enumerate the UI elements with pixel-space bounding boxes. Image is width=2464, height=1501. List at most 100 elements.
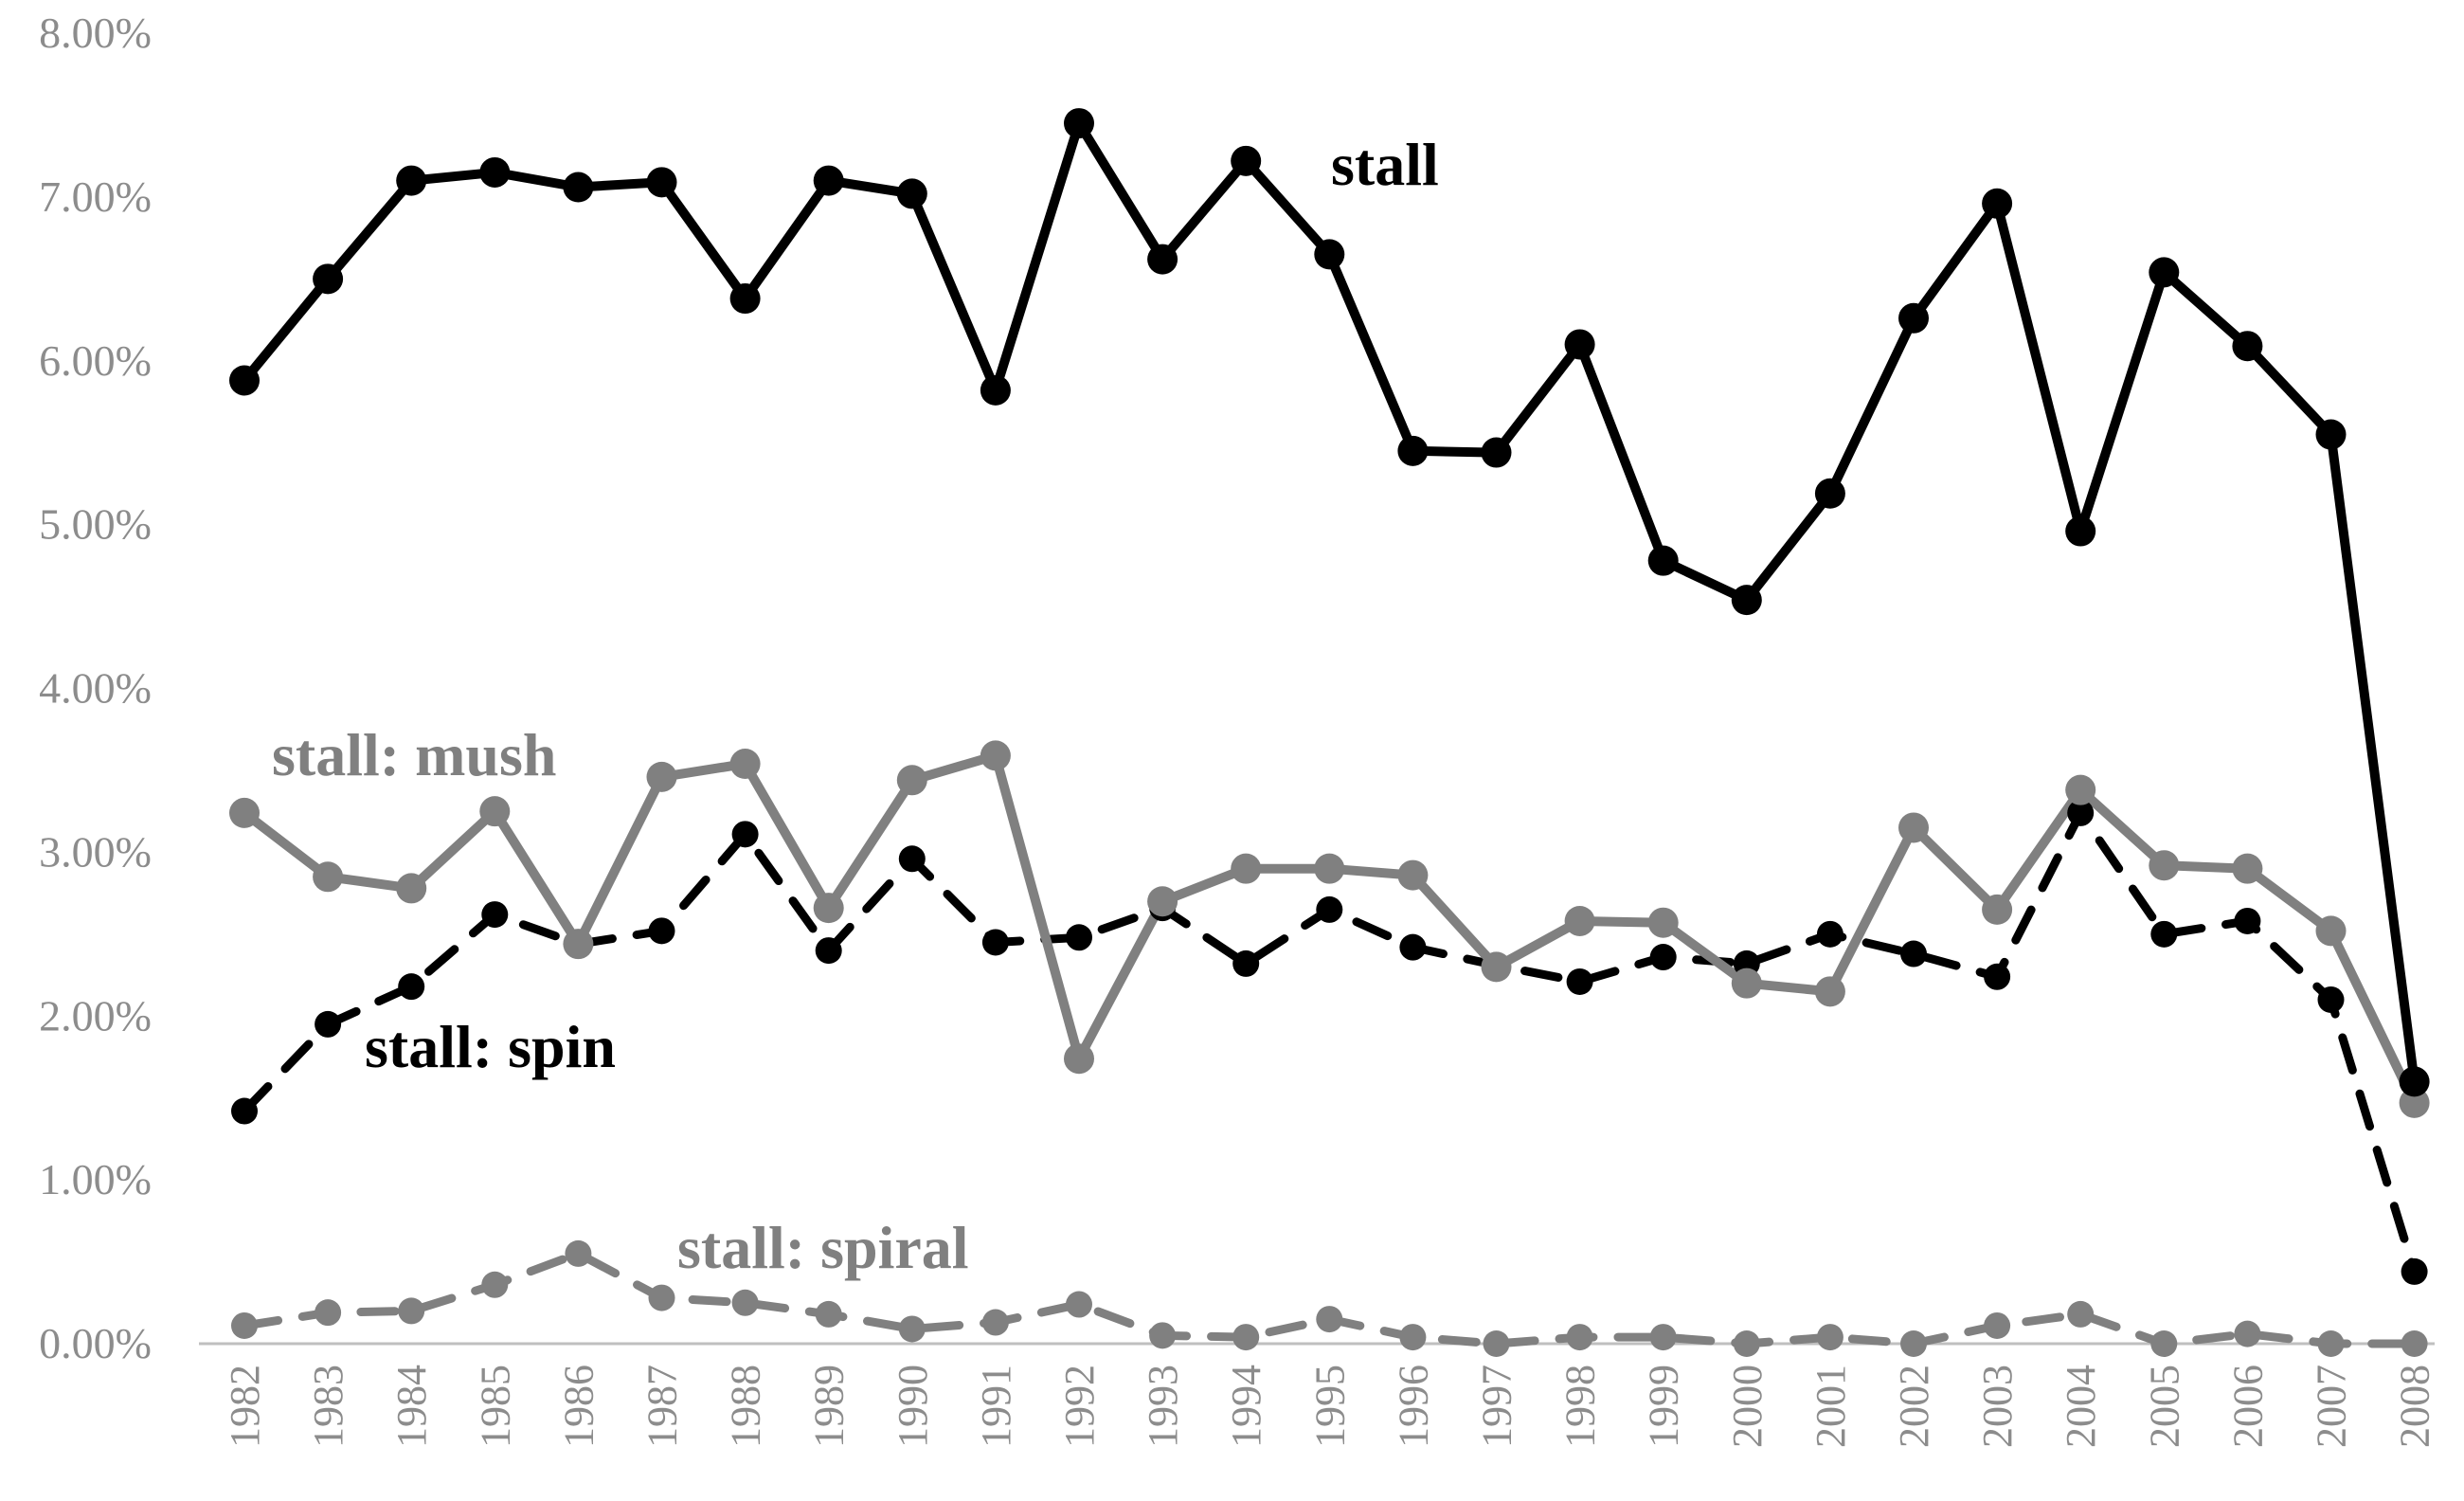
data-point	[2315, 419, 2347, 450]
data-point	[229, 365, 260, 396]
x-tick-label: 1998	[1557, 1365, 1604, 1448]
data-point	[1898, 302, 1929, 334]
data-point	[398, 1297, 425, 1325]
data-point	[898, 1315, 926, 1343]
data-point	[1647, 545, 1679, 576]
data-point	[1066, 924, 1092, 951]
y-tick-label: 8.00%	[39, 9, 152, 57]
data-point	[1982, 188, 2013, 219]
data-point	[2065, 515, 2096, 547]
data-point	[2150, 920, 2178, 948]
data-point	[2401, 1257, 2428, 1285]
series-markers	[229, 108, 2430, 1357]
data-point	[563, 172, 594, 203]
x-tick-label: 1987	[639, 1365, 686, 1448]
x-tick-label: 1993	[1140, 1365, 1186, 1448]
data-point	[729, 749, 761, 780]
data-point	[813, 165, 844, 196]
y-tick-label: 1.00%	[39, 1155, 152, 1203]
x-tick-label: 1983	[305, 1365, 351, 1448]
data-point	[315, 1299, 342, 1327]
data-point	[646, 167, 677, 198]
data-point	[229, 797, 260, 828]
data-point	[2067, 1300, 2095, 1328]
x-tick-label: 2004	[2058, 1365, 2104, 1448]
y-tick-label: 4.00%	[39, 664, 152, 713]
x-tick-label: 1997	[1474, 1365, 1520, 1448]
data-point	[231, 1097, 258, 1125]
data-point	[1399, 933, 1427, 961]
x-tick-label: 2002	[1891, 1365, 1937, 1448]
series-lines	[240, 118, 2419, 1348]
x-tick-label: 1986	[555, 1365, 602, 1448]
data-point	[1064, 108, 1094, 139]
data-point	[981, 1309, 1009, 1336]
data-point	[2234, 1320, 2261, 1347]
y-tick-label: 6.00%	[39, 336, 152, 385]
data-point	[648, 917, 675, 945]
data-point	[1566, 968, 1593, 995]
x-tick-label: 1999	[1641, 1365, 1687, 1448]
data-point	[813, 893, 844, 924]
x-tick-label: 1996	[1390, 1365, 1436, 1448]
data-point	[646, 761, 677, 792]
data-point	[1316, 895, 1343, 923]
data-point	[1481, 437, 1512, 468]
data-point	[2232, 853, 2263, 884]
data-point	[896, 765, 927, 796]
data-point	[2149, 257, 2180, 288]
series-label-stall: stall	[1331, 131, 1439, 198]
data-point	[315, 1010, 342, 1038]
series-label-stall-spin: stall: spin	[365, 1013, 616, 1080]
data-point	[981, 929, 1009, 956]
data-point	[1314, 853, 1345, 884]
data-point	[1731, 585, 1762, 616]
data-point	[1982, 894, 2013, 925]
x-axis-tick-labels: 1982 1983 1984 1985 1986 1987 1988 1989 1990 1991…	[222, 1365, 2438, 1448]
y-axis-tick-labels: 0.00% 1.00% 2.00% 3.00% 4.00% 5.00% 6.00% 7.00%…	[39, 9, 152, 1367]
y-tick-label: 3.00%	[39, 827, 152, 876]
data-point	[1814, 976, 1845, 1007]
x-tick-label: 2003	[1974, 1365, 2021, 1448]
data-point	[398, 973, 425, 1001]
data-point	[1147, 886, 1178, 917]
x-tick-label: 1985	[472, 1365, 518, 1448]
data-point	[481, 1271, 509, 1298]
x-tick-label: 2005	[2141, 1365, 2187, 1448]
x-tick-label: 2001	[1808, 1365, 1854, 1448]
data-point	[1816, 920, 1844, 948]
x-tick-label: 2006	[2224, 1365, 2271, 1448]
data-point	[2150, 1330, 2178, 1357]
data-point	[815, 1300, 842, 1328]
data-point	[1483, 1330, 1510, 1357]
data-point	[980, 740, 1011, 771]
x-tick-label: 1984	[388, 1365, 435, 1448]
data-point	[1481, 951, 1512, 983]
data-point	[1231, 853, 1262, 884]
x-tick-label: 1995	[1306, 1365, 1353, 1448]
data-point	[815, 937, 842, 965]
data-point	[1314, 239, 1345, 270]
data-point	[1900, 1330, 1927, 1357]
data-point	[1149, 1322, 1177, 1349]
x-tick-label: 1990	[890, 1365, 936, 1448]
data-point	[1649, 1324, 1677, 1351]
data-point	[1898, 812, 1929, 843]
data-point	[1232, 949, 1260, 977]
data-point	[1984, 1311, 2011, 1339]
y-tick-label: 7.00%	[39, 172, 152, 221]
data-point	[1900, 940, 1927, 968]
data-point	[231, 1311, 258, 1339]
x-tick-label: 1994	[1223, 1365, 1269, 1448]
data-point	[2067, 799, 2095, 826]
data-point	[2399, 1087, 2430, 1118]
data-point	[731, 1289, 759, 1316]
x-tick-label: 1982	[222, 1365, 268, 1448]
data-point	[2065, 774, 2096, 805]
data-point	[2399, 1066, 2430, 1097]
data-point	[1647, 907, 1679, 938]
data-point	[396, 165, 427, 196]
data-point	[313, 263, 344, 295]
x-tick-label: 2007	[2309, 1365, 2355, 1448]
data-point	[1984, 963, 2011, 990]
